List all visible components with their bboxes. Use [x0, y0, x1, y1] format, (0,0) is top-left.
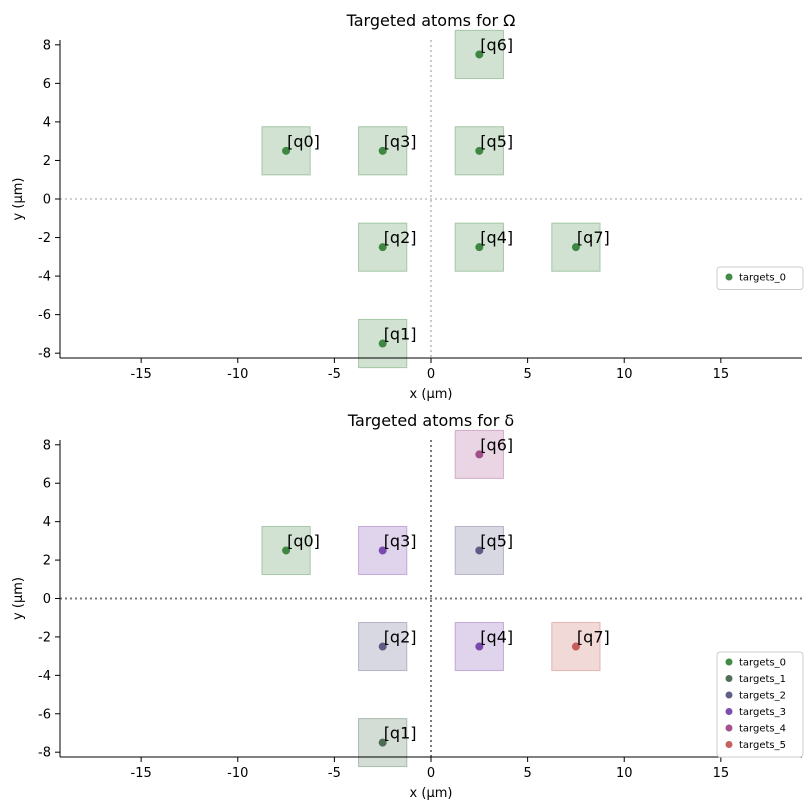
legend-label: targets_5 — [739, 740, 786, 751]
y-tick-label: -4 — [38, 669, 51, 684]
legend-label: targets_0 — [739, 273, 786, 284]
y-tick-label: 8 — [43, 38, 51, 53]
y-tick-label: -2 — [38, 630, 51, 645]
plot-delta: Targeted atoms for δ [q0] [q1] [q2] [q3] [q4]… — [11, 411, 804, 801]
legend-marker — [725, 708, 733, 715]
atom-point — [378, 738, 387, 747]
x-tick-label: -15 — [131, 367, 152, 382]
legend-label: targets_4 — [739, 724, 786, 735]
legend-box — [716, 266, 804, 290]
x-tick-label: 0 — [427, 766, 435, 781]
atom-point — [571, 642, 580, 651]
y-axis-label: y (μm) — [11, 178, 26, 221]
atom-label: [q3] — [384, 531, 417, 550]
atom-label: [q7] — [577, 228, 610, 247]
y-tick-label: 2 — [43, 154, 51, 169]
legend-marker — [725, 658, 733, 666]
atom-point — [282, 546, 291, 555]
legend-marker — [725, 691, 733, 699]
legend-box — [716, 651, 804, 758]
y-tick-label: 0 — [43, 592, 51, 607]
x-tick-label: 5 — [523, 367, 531, 382]
atom-label: [q7] — [577, 628, 610, 647]
legend-marker — [725, 724, 733, 732]
atom-point — [378, 546, 387, 555]
legend-marker — [725, 741, 733, 748]
atom-label: [q1] — [384, 325, 417, 344]
target-box — [551, 622, 601, 672]
x-tick-label: 15 — [713, 367, 730, 382]
atom-label: [q5] — [480, 132, 513, 151]
y-tick-label: -8 — [38, 347, 51, 362]
atom-point — [475, 546, 484, 555]
x-tick-label: -10 — [227, 367, 248, 382]
x-tick-label: -5 — [328, 766, 341, 781]
legend-label: targets_0 — [739, 658, 786, 669]
y-tick-label: 4 — [43, 115, 51, 130]
y-tick-label: -6 — [38, 707, 51, 722]
atom-point — [378, 243, 387, 252]
atom-label: [q5] — [480, 531, 513, 550]
y-tick-label: 0 — [43, 193, 51, 208]
atom-label: [q2] — [384, 228, 417, 247]
legend-marker — [725, 675, 733, 682]
atom-point — [475, 450, 484, 459]
y-tick-label: 4 — [43, 515, 51, 530]
atom-label: [q4] — [480, 628, 513, 647]
atom-point — [475, 50, 484, 59]
y-axis-label: y (μm) — [11, 577, 26, 620]
atom-point — [475, 642, 484, 651]
atom-label: [q6] — [480, 435, 513, 454]
y-tick-label: 8 — [43, 438, 51, 453]
legend-label: targets_3 — [739, 707, 786, 718]
y-tick-label: -2 — [38, 231, 51, 246]
x-tick-label: -10 — [227, 766, 248, 781]
plot-omega: Targeted atoms for Ω [q0] [q1] [q2] [q3] [q4]… — [11, 11, 804, 402]
x-tick-label: -5 — [328, 367, 341, 382]
x-tick-label: -15 — [131, 766, 152, 781]
y-tick-label: -6 — [38, 308, 51, 323]
atom-label: [q0] — [287, 531, 320, 550]
legend-marker — [725, 273, 733, 281]
legend-label: targets_1 — [739, 674, 786, 685]
atom-label: [q0] — [287, 132, 320, 151]
atom-label: [q4] — [480, 228, 513, 247]
chart-title: Targeted atoms for Ω — [346, 11, 516, 30]
x-axis-label: x (μm) — [410, 387, 453, 402]
y-tick-label: 6 — [43, 477, 51, 492]
chart-title: Targeted atoms for δ — [347, 411, 514, 430]
y-tick-label: 6 — [43, 77, 51, 92]
x-tick-label: 10 — [616, 367, 633, 382]
y-tick-label: -4 — [38, 270, 51, 285]
atom-point — [475, 146, 484, 155]
atom-point — [282, 146, 291, 155]
atom-point — [475, 243, 484, 252]
x-axis-label: x (μm) — [410, 786, 453, 801]
atom-point — [571, 243, 580, 252]
atom-point — [378, 339, 387, 348]
x-tick-label: 5 — [523, 766, 531, 781]
x-tick-label: 15 — [713, 766, 730, 781]
atom-label: [q1] — [384, 724, 417, 743]
atom-point — [378, 146, 387, 155]
atom-label: [q6] — [480, 35, 513, 54]
y-tick-label: -8 — [38, 746, 51, 761]
atom-label: [q2] — [384, 628, 417, 647]
x-tick-label: 10 — [616, 766, 633, 781]
atom-point — [378, 642, 387, 651]
x-tick-label: 0 — [427, 367, 435, 382]
atom-label: [q3] — [384, 132, 417, 151]
y-tick-label: 2 — [43, 554, 51, 569]
legend-label: targets_2 — [739, 691, 786, 702]
